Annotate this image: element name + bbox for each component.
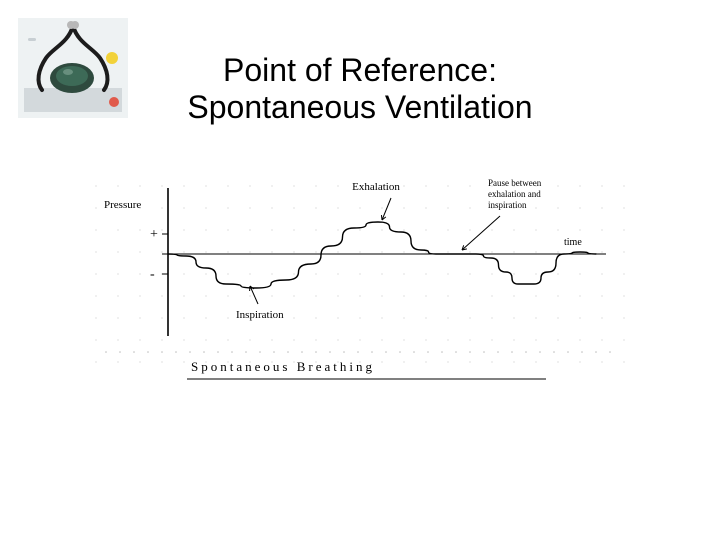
title-line-1: Point of Reference: <box>223 52 497 88</box>
ventilation-diagram: Pressure + - Exhalation Pause betweenexhalat… <box>86 176 631 401</box>
page-title: Point of Reference: Spontaneous Ventilat… <box>187 52 532 126</box>
svg-text:Exhalation: Exhalation <box>352 181 400 193</box>
svg-text:inspiration: inspiration <box>488 200 527 210</box>
slide: Point of Reference: Spontaneous Ventilat… <box>0 0 720 540</box>
svg-text:Pressure: Pressure <box>104 199 141 211</box>
svg-text:Pause between: Pause between <box>488 178 542 188</box>
svg-text:+: + <box>150 227 158 242</box>
svg-text:Spontaneous Breathing: Spontaneous Breathing <box>191 359 375 374</box>
svg-text:Inspiration: Inspiration <box>236 309 284 321</box>
stethoscope-photo <box>18 18 128 118</box>
svg-text:exhalation and: exhalation and <box>488 189 541 199</box>
svg-text:-: - <box>150 267 155 282</box>
title-line-2: Spontaneous Ventilation <box>187 89 532 125</box>
svg-text:time: time <box>564 237 582 248</box>
